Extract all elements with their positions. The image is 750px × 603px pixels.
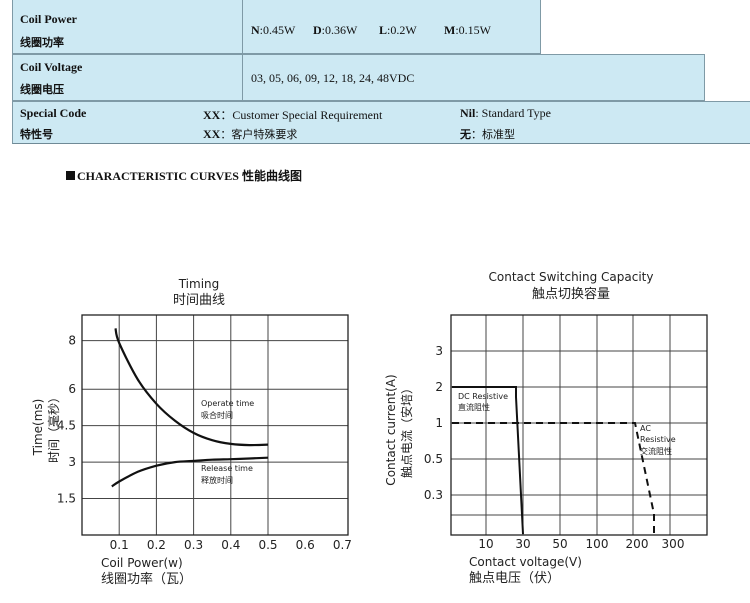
dc-resistive-label-cn: 直流阻性 [458, 402, 490, 412]
special-code-nil-cn: 无：标准型 [460, 128, 515, 141]
dc-resistive-label-en: DC Resistive [458, 392, 508, 401]
coil-power-value-l: L:0.2W [379, 23, 417, 37]
ac-resistive-label-2: Resistive [640, 435, 676, 444]
switching-x-tick-label: 10 [478, 537, 493, 551]
timing-x-tick-label: 0.6 [296, 538, 315, 552]
switching-x-tick-label: 300 [662, 537, 685, 551]
ac-resistive-curve [452, 422, 655, 534]
timing-x-tick-label: 0.3 [184, 538, 203, 552]
timing-ylabel-en: Time(ms) [31, 399, 45, 457]
switching-y-tick-label: 3 [435, 344, 443, 358]
switching-xlabel-cn: 触点电压（伏） [469, 571, 560, 586]
switching-ylabel-en: Contact current(A) [384, 374, 398, 485]
release-time-label-en: Release time [201, 464, 253, 473]
timing-ylabel-cn: 时间（毫秒） [46, 391, 61, 463]
switching-x-tick-label: 200 [626, 537, 649, 551]
timing-chart-title-cn: 时间曲线 [173, 293, 225, 308]
timing-plot-frame [81, 314, 349, 536]
section-title: CHARACTERISTIC CURVES 性能曲线图 [66, 167, 302, 184]
timing-x-tick-label: 0.4 [221, 538, 240, 552]
switching-y-tick-label: 1 [435, 416, 443, 430]
coil-power-value-d: D:0.36W [313, 23, 358, 37]
coil-voltage-label-cn: 线圈电压 [20, 83, 64, 96]
coil-power-value-n: N:0.45W [251, 23, 296, 37]
switching-x-tick-label: 50 [552, 537, 567, 551]
dc-resistive-curve [452, 386, 524, 535]
switching-capacity-chart: Contact Switching Capacity 触点切换容量 0.3 0.5… [384, 270, 708, 586]
timing-x-tick-label: 0.2 [147, 538, 166, 552]
timing-xlabel-cn: 线圈功率（瓦） [101, 571, 192, 587]
switching-y-tick-label: 2 [435, 380, 443, 394]
switching-x-tick-label: 100 [586, 537, 609, 551]
timing-x-tick-label: 0.5 [258, 538, 277, 552]
switching-x-tick-label: 30 [515, 537, 530, 551]
release-time-curve [111, 456, 269, 488]
coil-voltage-label-en: Coil Voltage [20, 60, 83, 74]
switching-xlabel-en: Contact voltage(V) [469, 555, 582, 569]
timing-xlabel-en: Coil Power(w) [101, 556, 183, 570]
ac-resistive-label-1: AC [640, 424, 651, 433]
timing-y-tick-label: 4.5 [57, 419, 76, 433]
coil-power-label-en: Coil Power [20, 12, 77, 26]
coil-voltage-value: 03, 05, 06, 09, 12, 18, 24, 48VDC [251, 71, 415, 85]
timing-x-tick-label: 0.7 [333, 538, 352, 552]
timing-plot-area [81, 314, 349, 536]
square-bullet-icon [66, 171, 75, 180]
switching-plot-frame [450, 314, 708, 536]
special-code-xx-cn: XX：客户特殊要求 [203, 127, 298, 141]
switching-y-tick-label: 0.3 [424, 488, 443, 502]
timing-y-tick-label: 1.5 [57, 492, 76, 506]
special-code-row: Special Code 特性号 XX：Customer Special Req… [12, 101, 750, 144]
operate-time-label-cn: 吸合时间 [201, 410, 233, 420]
column-divider [242, 0, 243, 53]
coil-power-value-m: M:0.15W [444, 23, 491, 37]
coil-power-row: Coil Power 线圈功率 N:0.45W D:0.36W L:0.2W M… [12, 0, 541, 54]
switching-ylabel-cn: 触点电流（安培） [399, 382, 414, 478]
timing-x-tick-label: 0.1 [110, 538, 129, 552]
release-time-label-cn: 释放时间 [201, 475, 233, 485]
special-code-label-en: Special Code [20, 106, 87, 120]
timing-y-tick-label: 6 [68, 382, 76, 396]
timing-y-tick-label: 3 [68, 455, 76, 469]
coil-voltage-row: Coil Voltage 线圈电压 03, 05, 06, 09, 12, 18… [12, 54, 705, 101]
switching-chart-title-cn: 触点切换容量 [532, 286, 610, 302]
special-code-nil-en: Nil: Standard Type [460, 106, 551, 120]
timing-y-tick-label: 8 [68, 334, 76, 348]
timing-chart: Timing 时间曲线 1.5 3 4.5 6 8 0.1 0.2 0.3 0.4 0.5 0.6… [31, 277, 352, 587]
coil-power-label-cn: 线圈功率 [20, 36, 64, 49]
operate-time-label-en: Operate time [201, 399, 254, 408]
operate-time-curve [114, 328, 269, 447]
special-code-label-cn: 特性号 [20, 128, 53, 141]
timing-chart-title-en: Timing [178, 277, 220, 291]
switching-y-tick-label: 0.5 [424, 452, 443, 466]
column-divider [242, 55, 243, 100]
switching-chart-title-en: Contact Switching Capacity [489, 270, 654, 284]
special-code-xx-en: XX：Customer Special Requirement [203, 108, 383, 122]
ac-resistive-label-cn: 交流阻性 [640, 446, 672, 456]
